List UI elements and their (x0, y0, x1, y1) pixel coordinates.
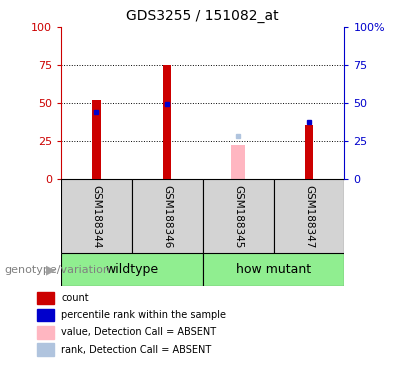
Bar (132, 179, 203, 253)
Bar (273, 179, 344, 253)
Bar (61, 179, 132, 253)
Text: percentile rank within the sample: percentile rank within the sample (61, 310, 226, 320)
Bar (37, 343, 54, 356)
Bar (203, 253, 344, 286)
Bar (92, 100, 101, 179)
Text: count: count (61, 293, 89, 303)
Bar (37, 292, 54, 304)
Bar (37, 326, 54, 339)
Text: how mutant: how mutant (236, 263, 311, 276)
Title: GDS3255 / 151082_at: GDS3255 / 151082_at (126, 9, 279, 23)
Text: wildtype: wildtype (105, 263, 158, 276)
Text: genotype/variation: genotype/variation (4, 265, 110, 275)
Bar (231, 145, 245, 179)
Bar (61, 253, 203, 286)
Text: value, Detection Call = ABSENT: value, Detection Call = ABSENT (61, 328, 216, 338)
Text: GSM188346: GSM188346 (162, 185, 172, 248)
Bar (163, 65, 171, 179)
Text: GSM188344: GSM188344 (91, 185, 101, 248)
Text: rank, Detection Call = ABSENT: rank, Detection Call = ABSENT (61, 345, 212, 355)
Text: GSM188345: GSM188345 (233, 185, 243, 248)
Bar (305, 126, 313, 179)
Text: GSM188347: GSM188347 (304, 185, 314, 248)
Bar (37, 309, 54, 321)
Bar (203, 179, 273, 253)
Text: ▶: ▶ (46, 263, 55, 276)
